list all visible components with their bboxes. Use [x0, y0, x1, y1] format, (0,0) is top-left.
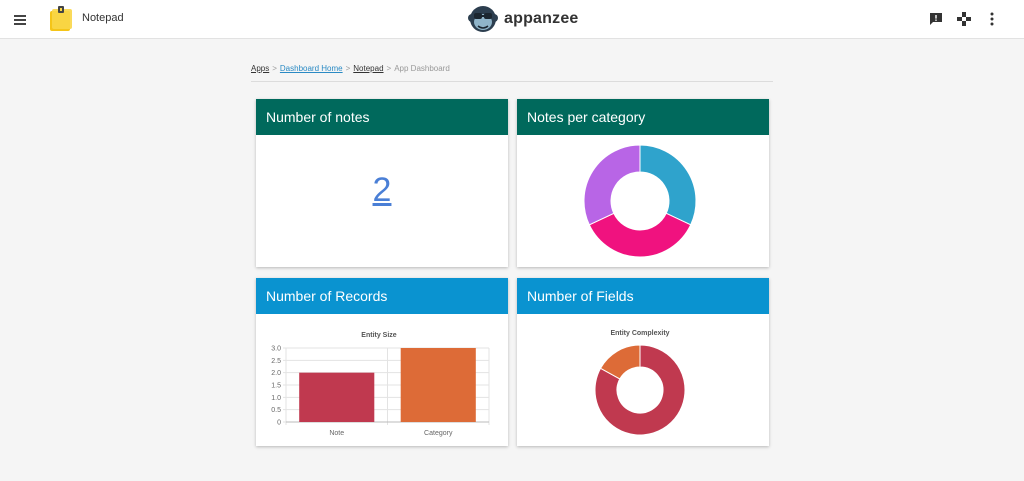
monkey-logo-icon — [468, 6, 498, 32]
card-title: Notes per category — [517, 99, 769, 135]
donut-slice-2[interactable] — [588, 212, 692, 258]
breadcrumb-apps-link[interactable]: Apps — [251, 64, 270, 73]
breadcrumb-notepad-link[interactable]: Notepad — [353, 64, 384, 73]
y-tick-label: 2.0 — [271, 370, 281, 377]
notes-per-category-chart[interactable] — [517, 135, 769, 267]
breadcrumb-current: App Dashboard — [394, 64, 450, 73]
donut-slice-1[interactable] — [594, 344, 686, 436]
records-card: Number of Records Entity Size 0 0.5 1.0 1.5 2… — [256, 278, 508, 446]
app-name: Notepad — [82, 12, 124, 24]
y-tick-label: 1.0 — [271, 395, 281, 402]
y-tick-label: 1.5 — [271, 383, 281, 390]
donut-slice-2[interactable] — [599, 344, 641, 380]
notes-per-category-card: Notes per category — [517, 99, 769, 267]
menu-icon[interactable] — [14, 12, 30, 26]
y-tick-label: 2.5 — [271, 358, 281, 365]
y-tick-label: 0.5 — [271, 407, 281, 414]
bar-note[interactable] — [299, 372, 375, 422]
donut-slice-3[interactable] — [583, 144, 641, 226]
notes-count-card: Number of notes 2 — [256, 99, 508, 267]
y-tick-label: 0 — [277, 420, 281, 427]
entity-size-chart[interactable]: Entity Size 0 0.5 1.0 1.5 2.0 2.5 3.0 Note Catego… — [256, 314, 508, 446]
chart-title: Entity Size — [361, 332, 397, 339]
breadcrumb-separator: > — [345, 64, 351, 73]
top-bar: Notepad appanzee — [0, 0, 1024, 39]
card-title: Number of Records — [256, 278, 508, 314]
breadcrumb-separator: > — [386, 64, 392, 73]
chart-title: Entity Complexity — [610, 330, 669, 337]
y-tick-label: 3.0 — [271, 346, 281, 353]
breadcrumb: Apps > Dashboard Home > Notepad > App Dashboar… — [251, 64, 450, 73]
fields-card: Number of Fields Entity Complexity — [517, 278, 769, 446]
feedback-icon[interactable] — [928, 11, 944, 27]
x-tick-label: Note — [329, 430, 344, 437]
entity-complexity-chart[interactable]: Entity Complexity — [517, 314, 769, 446]
gamepad-icon[interactable] — [956, 11, 972, 27]
breadcrumb-separator: > — [272, 64, 277, 73]
breadcrumb-divider — [251, 81, 773, 82]
more-vert-icon[interactable] — [984, 11, 1000, 27]
notes-count-value[interactable]: 2 — [372, 171, 392, 209]
brand-name: appanzee — [504, 10, 579, 27]
card-title: Number of notes — [256, 99, 508, 135]
notepad-app-icon[interactable] — [48, 6, 72, 32]
x-tick-label: Category — [424, 430, 453, 437]
card-title: Number of Fields — [517, 278, 769, 314]
bar-category[interactable] — [400, 348, 476, 422]
breadcrumb-dashboard-home-link[interactable]: Dashboard Home — [279, 64, 343, 73]
donut-slice-1[interactable] — [639, 144, 697, 226]
